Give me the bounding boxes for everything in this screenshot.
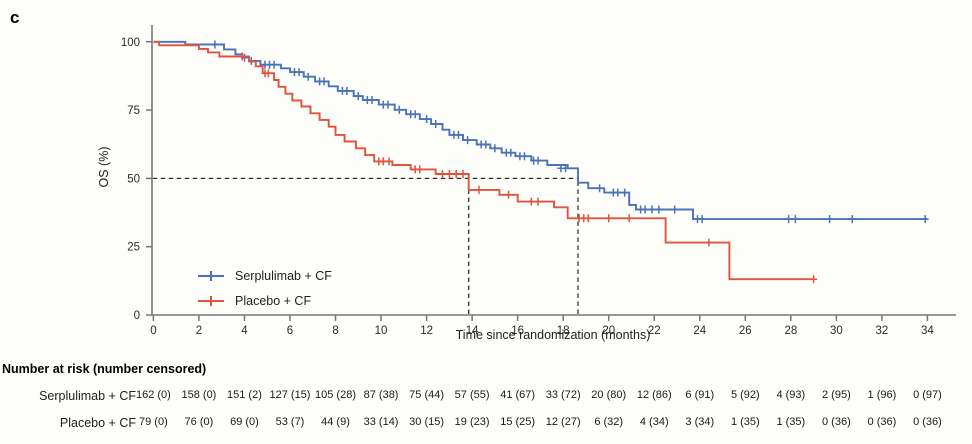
legend-label-placebo: Placebo + CF: [235, 293, 312, 308]
risk-cell: 76 (0): [184, 416, 214, 428]
x-tick-label: 24: [693, 325, 706, 337]
legend-label-serplulimab: Serplulimab + CF: [235, 268, 332, 283]
x-tick-label: 26: [739, 325, 752, 337]
x-tick-label: 16: [511, 325, 524, 337]
risk-cell: 1 (35): [776, 416, 806, 428]
risk-cell: 19 (23): [454, 416, 490, 428]
risk-cell: 33 (14): [363, 416, 399, 428]
risk-cell: 151 (2): [227, 389, 262, 401]
risk-cell: 2 (95): [822, 389, 851, 401]
panel-label: c: [10, 8, 20, 27]
risk-cell: 75 (44): [409, 389, 445, 401]
risk-row-label-placebo: Placebo + CF: [59, 416, 136, 430]
risk-cell: 4 (93): [776, 389, 806, 401]
y-tick-label: 100: [121, 37, 140, 49]
y-tick-label: 0: [134, 310, 140, 322]
x-tick-label: 20: [602, 325, 615, 337]
risk-cell: 79 (0): [139, 416, 168, 428]
legend-item-placebo: Placebo + CF: [196, 288, 332, 313]
risk-cell: 0 (36): [867, 416, 897, 428]
risk-cell: 5 (92): [730, 389, 760, 401]
risk-cell: 162 (0): [135, 389, 171, 401]
risk-cell: 41 (67): [500, 389, 536, 401]
legend-item-serplulimab: Serplulimab + CF: [196, 263, 332, 288]
legend-line-plus-icon: [198, 270, 224, 281]
risk-cell: 1 (96): [867, 389, 897, 401]
risk-cell: 15 (25): [500, 416, 536, 428]
x-axis-title: Time since randomization (months): [455, 328, 651, 342]
legend-line-plus-icon: [198, 295, 224, 306]
risk-cell: 127 (15): [269, 389, 311, 401]
y-tick-label: 75: [127, 105, 140, 117]
x-tick-label: 0: [150, 325, 156, 337]
x-tick-label: 22: [648, 325, 661, 337]
x-tick-label: 14: [466, 325, 479, 337]
censor-marks-serplulimab: [211, 40, 929, 224]
y-tick-label: 25: [127, 242, 140, 254]
risk-cell: 105 (28): [315, 389, 357, 401]
risk-cell: 1 (35): [730, 416, 760, 428]
risk-cell: 44 (9): [321, 416, 350, 428]
x-tick-label: 32: [876, 325, 889, 337]
risk-table-header: Number at risk (number censored): [2, 362, 207, 376]
x-tick-label: 4: [241, 325, 248, 337]
risk-cell: 33 (72): [545, 389, 581, 401]
risk-cell: 57 (55): [454, 389, 490, 401]
risk-cell: 12 (27): [545, 416, 581, 428]
censor-marks-placebo: [238, 52, 818, 284]
risk-cell: 30 (15): [409, 416, 445, 428]
risk-cell: 87 (38): [363, 389, 399, 401]
risk-cell: 0 (36): [913, 416, 942, 428]
km-curve-placebo: [153, 40, 814, 281]
risk-cell: 53 (7): [275, 416, 305, 428]
risk-cell: 158 (0): [181, 389, 217, 401]
x-tick-label: 6: [287, 325, 293, 337]
y-axis-title: OS (%): [97, 146, 111, 188]
legend: Serplulimab + CF Placebo + CF: [196, 263, 332, 313]
risk-cell: 69 (0): [230, 416, 259, 428]
risk-cell: 0 (97): [913, 389, 942, 401]
risk-cell: 12 (86): [636, 389, 672, 401]
x-tick-label: 28: [784, 325, 797, 337]
x-tick-label: 12: [420, 325, 433, 337]
y-tick-label: 50: [127, 173, 140, 185]
risk-row-label-serplulimab: Serplulimab + CF: [39, 389, 136, 403]
risk-cell: 3 (34): [685, 416, 715, 428]
risk-cell: 6 (91): [685, 389, 715, 401]
risk-cell: 20 (80): [591, 389, 627, 401]
x-tick-label: 30: [830, 325, 843, 337]
x-tick-label: 10: [375, 325, 388, 337]
km-curve-serplulimab: [153, 40, 928, 221]
x-tick-label: 34: [921, 325, 934, 337]
x-tick-label: 2: [196, 325, 202, 337]
risk-cell: 6 (32): [594, 416, 624, 428]
risk-cell: 4 (34): [639, 416, 669, 428]
risk-cell: 0 (36): [822, 416, 851, 428]
x-tick-label: 18: [557, 325, 570, 337]
x-tick-label: 8: [332, 325, 338, 337]
